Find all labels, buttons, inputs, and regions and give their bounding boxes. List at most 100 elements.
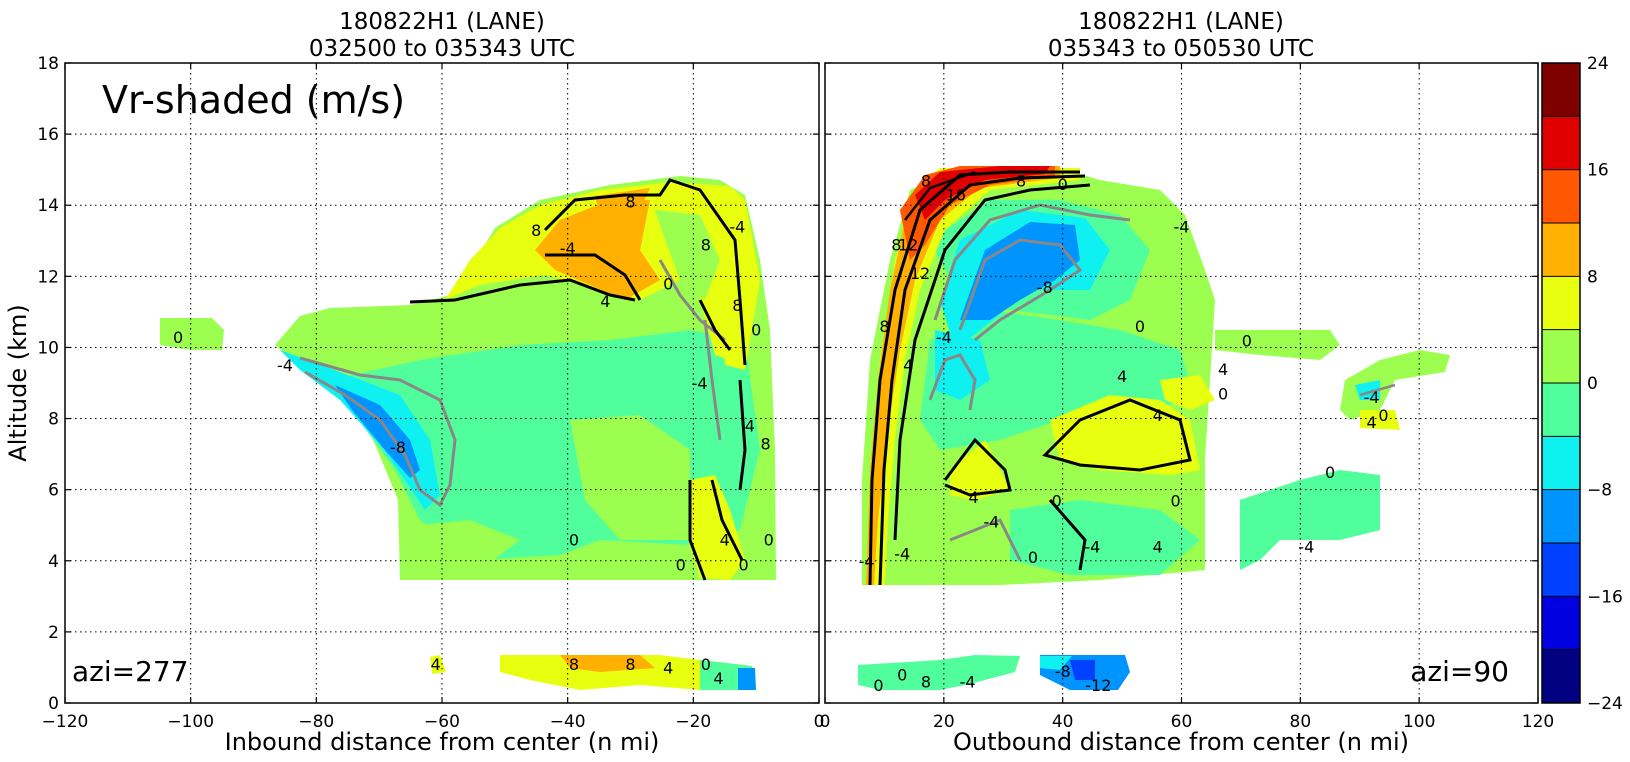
y-tick-label: 10 (37, 338, 59, 358)
contour-label: 12 (898, 235, 918, 254)
x-tick-label: 120 (1522, 712, 1554, 732)
contour-label: -4 (729, 218, 745, 237)
contour-label: 4 (1218, 360, 1228, 379)
right-azimuth-label: azi=90 (1410, 655, 1509, 688)
colorbar-tick-label: −16 (1587, 587, 1623, 607)
panel-label: Vr-shaded (m/s) (102, 78, 405, 122)
y-tick-label: 2 (48, 623, 59, 643)
colorbar-band (1542, 223, 1580, 277)
colorbar-band (1542, 436, 1580, 491)
right-subtitle: 035343 to 050530 UTC (1048, 36, 1314, 62)
colorbar-bands (1542, 63, 1580, 704)
contour-label: -4 (692, 374, 708, 393)
y-axis-label: Altitude (km) (4, 304, 32, 461)
contour-label: 0 (1218, 385, 1228, 404)
x-tick-label: 80 (1290, 712, 1312, 732)
contour-label: 4 (1367, 413, 1377, 432)
contour-label: 4 (600, 292, 610, 311)
contour-label: 8 (760, 434, 770, 453)
contour-label: 0 (739, 555, 749, 574)
contour-label: 0 (1028, 548, 1038, 567)
left-x-axis-label: Inbound distance from center (n mi) (225, 728, 660, 756)
y-tick-label: 18 (37, 54, 59, 74)
contour-label: -4 (1364, 388, 1380, 407)
contour-label: 0 (569, 530, 579, 549)
contour-label: 0 (764, 530, 774, 549)
contour-label: 4 (745, 417, 755, 436)
contour-label: -4 (1174, 218, 1190, 237)
colorbar-band (1542, 649, 1580, 704)
colorbar-band (1542, 543, 1580, 597)
contour-label: 0 (1378, 406, 1388, 425)
colorbar-band (1542, 489, 1580, 544)
x-tick-label: 60 (1171, 712, 1193, 732)
contour-label: -4 (277, 356, 293, 375)
contour-label: -12 (1085, 676, 1111, 695)
contour-label: 16 (946, 186, 966, 205)
contour-label: 0 (1058, 175, 1068, 194)
contour-label: 12 (910, 264, 930, 283)
y-tick-label: 0 (48, 694, 59, 714)
left-title: 180822H1 (LANE) (339, 9, 545, 35)
x-tick-label: −20 (675, 712, 711, 732)
contour-label: 0 (1242, 331, 1252, 350)
contour-label: 4 (713, 669, 723, 688)
x-tick-label: −40 (550, 712, 586, 732)
x-tick-label: 20 (933, 712, 955, 732)
x-tick-label: −100 (167, 712, 214, 732)
contour-label: -4 (859, 552, 875, 571)
contour-label: 8 (879, 317, 889, 336)
colorbar-band (1542, 63, 1580, 117)
contour-label: -8 (1037, 278, 1053, 297)
contour-label: 8 (625, 193, 635, 212)
contour-label: 4 (1153, 406, 1163, 425)
right-contours (868, 170, 1396, 586)
colorbar-tick-label: 16 (1587, 161, 1609, 181)
y-tick-label: 8 (48, 410, 59, 430)
contour-label: 0 (1135, 317, 1145, 336)
contour-label: 0 (676, 555, 686, 574)
contour-label: 8 (701, 235, 711, 254)
colorbar-band (1542, 383, 1580, 437)
colorbar-tick-label: −24 (1587, 694, 1623, 714)
contour-label: 0 (751, 321, 761, 340)
contour-label: 4 (903, 356, 913, 375)
contour-label: -8 (1055, 662, 1071, 681)
contour-label: 0 (663, 274, 673, 293)
colorbar: 24 16 8 0 −8 −16 −24 (1541, 54, 1623, 714)
contour-label: 8 (891, 235, 901, 254)
contour-label: 4 (431, 655, 441, 674)
x-tick-label: 100 (1403, 712, 1435, 732)
contour-label: 0 (1325, 463, 1335, 482)
contour-label: 4 (720, 530, 730, 549)
x-tick-label: −80 (298, 712, 334, 732)
contour-label: -4 (1298, 538, 1314, 557)
contour-label: -4 (936, 328, 952, 347)
colorbar-band (1542, 329, 1580, 384)
left-subtitle: 032500 to 035343 UTC (309, 36, 575, 62)
contour-label: 4 (1117, 367, 1127, 386)
x-tick-label: 0 (820, 712, 831, 732)
x-tick-label: −60 (424, 712, 460, 732)
right-x-axis-label: Outbound distance from center (n mi) (953, 728, 1409, 756)
right-ticks: 0 20 40 60 80 100 120 (820, 62, 1554, 732)
contour-label: -4 (560, 239, 576, 258)
left-grid (65, 63, 819, 703)
contour-label: -8 (390, 438, 406, 457)
contour-label: 8 (921, 171, 931, 190)
contour-label: 4 (663, 658, 673, 677)
contour-label: 8 (1016, 171, 1026, 190)
contour-label: 0 (1052, 491, 1062, 510)
colorbar-tick-label: 8 (1587, 267, 1598, 287)
contour-label: 8 (921, 673, 931, 692)
contour-label: -4 (960, 673, 976, 692)
contour-label: 8 (732, 296, 742, 315)
contour-label: 0 (173, 328, 183, 347)
colorbar-band (1542, 116, 1580, 171)
x-tick-label: 0 (814, 712, 825, 732)
contour-label: -4 (983, 513, 999, 532)
colorbar-tick-label: 0 (1587, 374, 1598, 394)
